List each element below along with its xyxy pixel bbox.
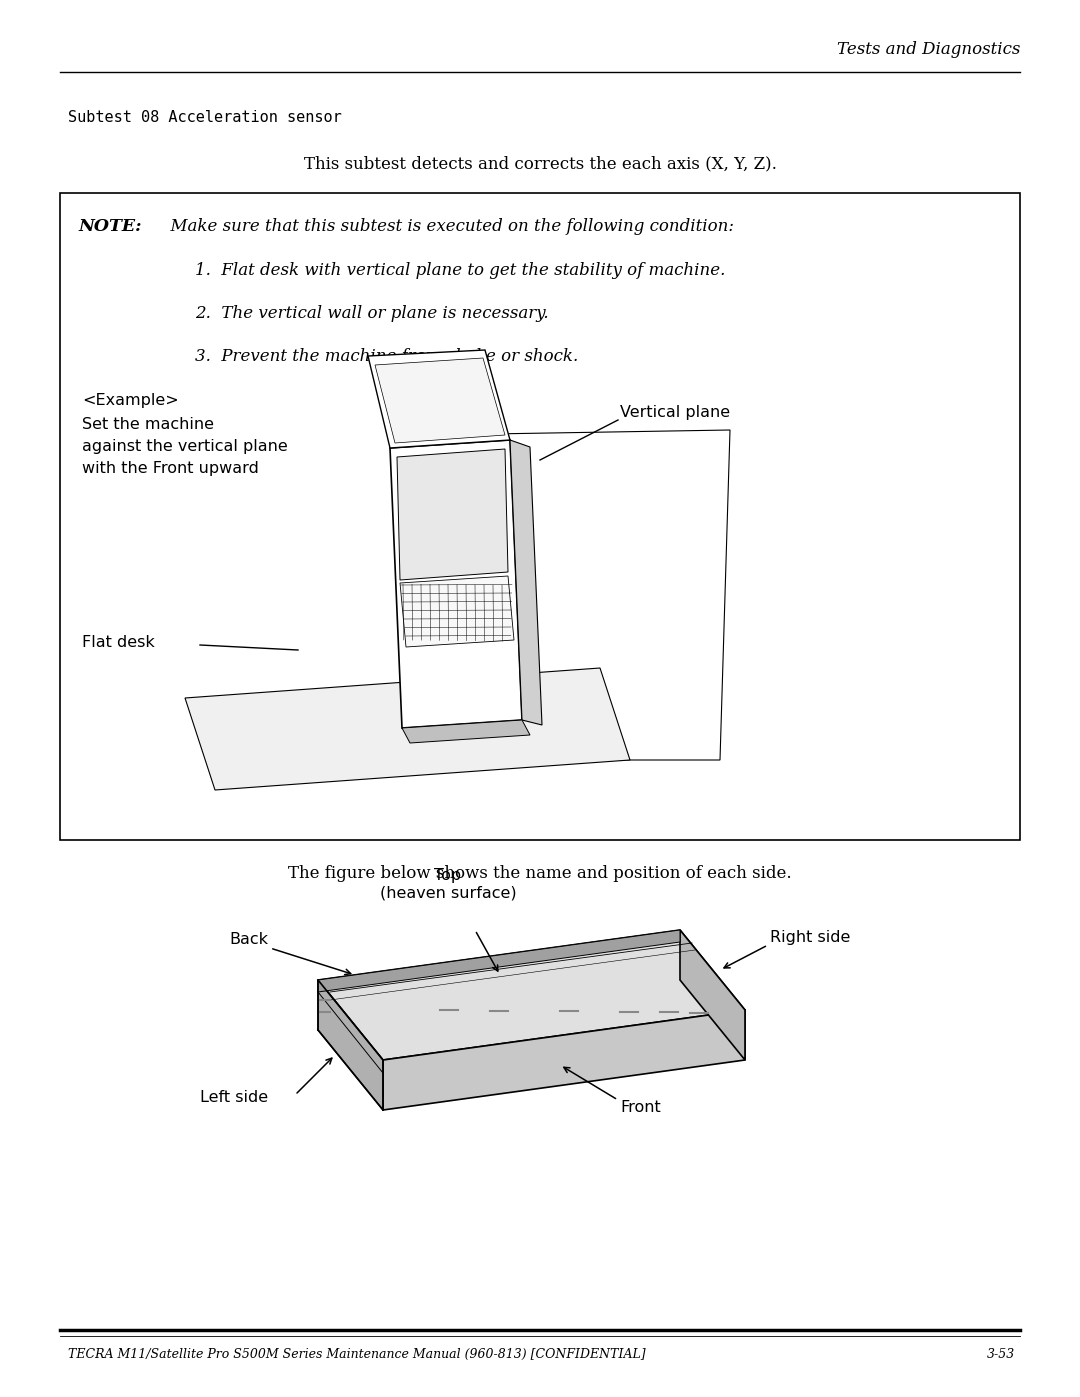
Polygon shape: [510, 440, 542, 725]
Polygon shape: [397, 448, 508, 580]
Text: This subtest detects and corrects the each axis (X, Y, Z).: This subtest detects and corrects the ea…: [303, 155, 777, 172]
Polygon shape: [368, 351, 510, 448]
Polygon shape: [680, 930, 745, 1060]
Polygon shape: [185, 668, 630, 789]
Polygon shape: [402, 719, 530, 743]
Text: 3.  Prevent the machine from shake or shock.: 3. Prevent the machine from shake or sho…: [195, 348, 578, 365]
Text: TECRA M11/Satellite Pro S500M Series Maintenance Manual (960-813) [CONFIDENTIAL]: TECRA M11/Satellite Pro S500M Series Mai…: [68, 1348, 646, 1361]
Text: Flat desk: Flat desk: [82, 636, 154, 650]
Polygon shape: [375, 358, 505, 443]
Polygon shape: [400, 576, 514, 647]
Polygon shape: [383, 1010, 745, 1111]
Text: Make sure that this subtest is executed on the following condition:: Make sure that this subtest is executed …: [160, 218, 734, 235]
Polygon shape: [420, 430, 730, 760]
Text: Right side: Right side: [770, 930, 850, 944]
Text: Subtest 08 Acceleration sensor: Subtest 08 Acceleration sensor: [68, 110, 341, 124]
Polygon shape: [318, 930, 745, 1060]
Text: The figure below shows the name and position of each side.: The figure below shows the name and posi…: [288, 865, 792, 882]
Text: Left side: Left side: [200, 1090, 268, 1105]
Text: 2.  The vertical wall or plane is necessary.: 2. The vertical wall or plane is necessa…: [195, 305, 549, 321]
Text: Front: Front: [620, 1099, 661, 1115]
Polygon shape: [390, 440, 522, 728]
Text: NOTE:: NOTE:: [78, 218, 141, 235]
Text: 3-53: 3-53: [987, 1348, 1015, 1361]
Bar: [60, 193, 1020, 840]
Polygon shape: [430, 597, 482, 622]
Polygon shape: [318, 930, 680, 992]
Text: Set the machine
against the vertical plane
with the Front upward: Set the machine against the vertical pla…: [82, 416, 287, 476]
Text: Top
(heaven surface): Top (heaven surface): [380, 868, 516, 900]
Text: Back: Back: [229, 933, 268, 947]
Text: Vertical plane: Vertical plane: [620, 405, 730, 420]
Polygon shape: [318, 981, 383, 1111]
Text: Tests and Diagnostics: Tests and Diagnostics: [837, 41, 1020, 59]
Text: <Example>: <Example>: [82, 393, 179, 408]
Text: 1.  Flat desk with vertical plane to get the stability of machine.: 1. Flat desk with vertical plane to get …: [195, 263, 726, 279]
